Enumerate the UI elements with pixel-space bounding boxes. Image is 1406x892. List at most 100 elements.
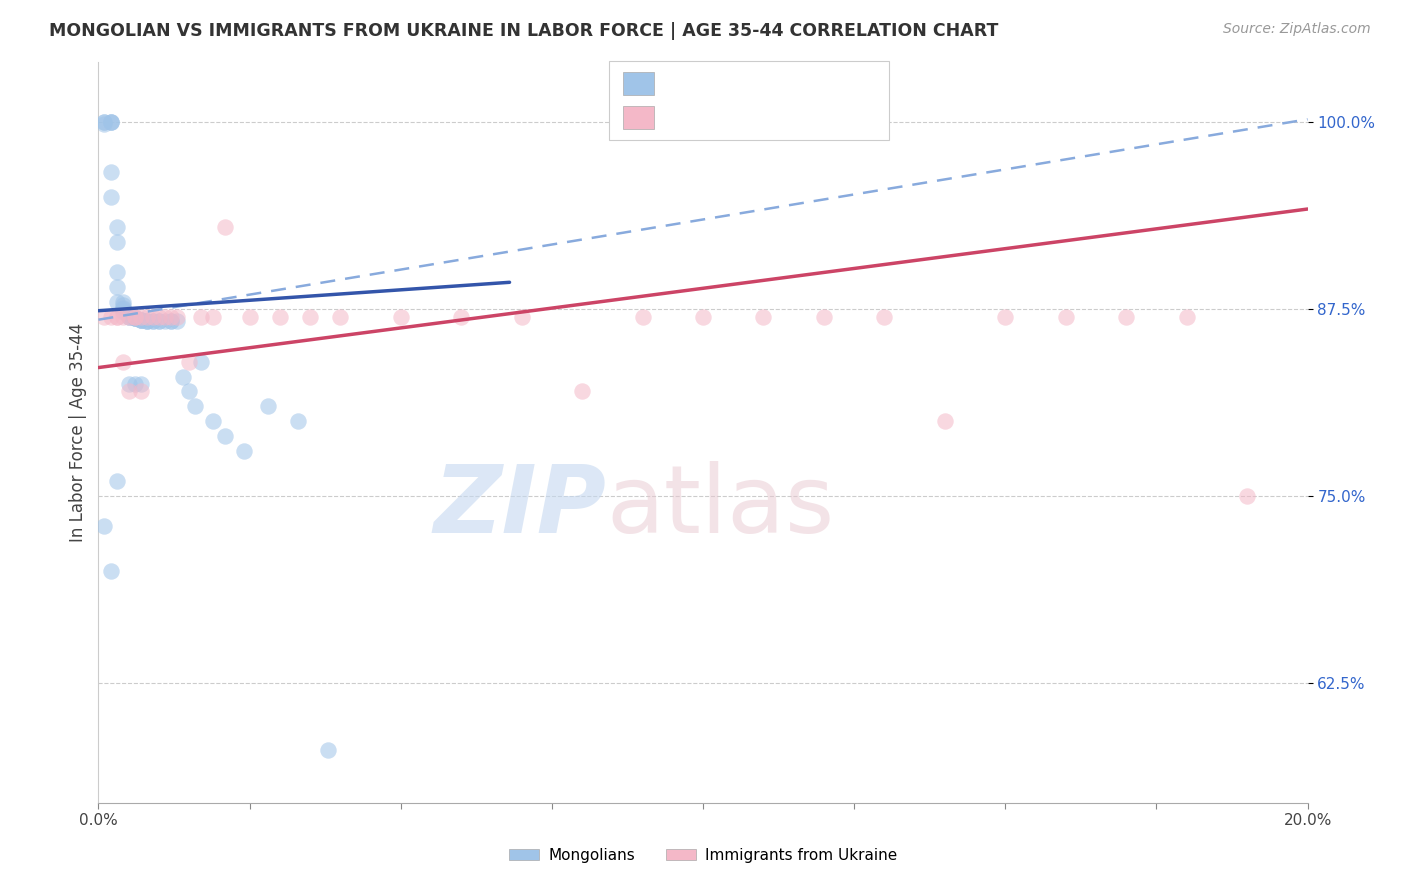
Point — [124, 310, 146, 324]
Point — [129, 312, 152, 326]
Point — [124, 310, 146, 324]
Point — [100, 564, 122, 578]
Point — [190, 354, 212, 368]
Point — [571, 384, 593, 399]
Point — [389, 310, 412, 324]
Point — [994, 310, 1017, 324]
Point — [93, 117, 115, 131]
Point — [813, 310, 835, 324]
Point — [129, 312, 152, 326]
Point — [148, 310, 170, 324]
Point — [105, 310, 128, 324]
Point — [105, 294, 128, 309]
Y-axis label: In Labor Force | Age 35-44: In Labor Force | Age 35-44 — [69, 323, 87, 542]
Point — [118, 308, 141, 322]
Point — [105, 474, 128, 488]
Point — [202, 310, 225, 324]
Point — [142, 314, 165, 328]
Point — [118, 307, 141, 321]
Point — [214, 219, 236, 234]
Point — [873, 310, 896, 324]
Point — [93, 310, 115, 324]
Text: ZIP: ZIP — [433, 460, 606, 553]
Text: MONGOLIAN VS IMMIGRANTS FROM UKRAINE IN LABOR FORCE | AGE 35-44 CORRELATION CHAR: MONGOLIAN VS IMMIGRANTS FROM UKRAINE IN … — [49, 22, 998, 40]
Point — [135, 314, 157, 328]
Point — [316, 743, 339, 757]
Point — [148, 314, 170, 328]
Point — [105, 265, 128, 279]
Point — [111, 294, 134, 309]
Point — [129, 310, 152, 324]
Point — [135, 314, 157, 328]
Point — [1236, 489, 1258, 503]
Point — [129, 377, 152, 392]
Point — [111, 301, 134, 315]
Point — [153, 310, 176, 324]
Point — [142, 310, 165, 324]
Point — [160, 314, 183, 328]
Point — [692, 310, 714, 324]
Point — [129, 312, 152, 326]
Point — [118, 308, 141, 322]
Point — [135, 310, 157, 324]
Point — [214, 429, 236, 443]
Point — [105, 280, 128, 294]
Point — [111, 310, 134, 324]
Point — [190, 310, 212, 324]
Point — [631, 310, 654, 324]
Text: R = 0.303   N = 41: R = 0.303 N = 41 — [659, 109, 830, 127]
Point — [329, 310, 352, 324]
Point — [100, 310, 122, 324]
Point — [100, 115, 122, 129]
Point — [124, 377, 146, 392]
Point — [153, 314, 176, 328]
Point — [129, 312, 152, 326]
Point — [124, 311, 146, 326]
Point — [118, 384, 141, 399]
Point — [100, 115, 122, 129]
Point — [124, 311, 146, 326]
Point — [105, 219, 128, 234]
Point — [111, 302, 134, 317]
Point — [179, 354, 201, 368]
Point — [111, 298, 134, 312]
Point — [118, 310, 141, 324]
Point — [752, 310, 775, 324]
Point — [269, 310, 291, 324]
Point — [1175, 310, 1198, 324]
Point — [135, 314, 157, 328]
Text: R = 0.094   N = 59: R = 0.094 N = 59 — [659, 73, 830, 91]
Point — [124, 311, 146, 326]
Point — [93, 115, 115, 129]
Point — [172, 369, 194, 384]
Point — [239, 310, 262, 324]
Point — [184, 400, 207, 414]
Point — [160, 314, 183, 328]
Point — [166, 314, 188, 328]
Point — [142, 314, 165, 328]
Point — [93, 115, 115, 129]
Point — [287, 414, 309, 428]
Point — [129, 384, 152, 399]
Point — [934, 414, 956, 428]
Point — [100, 190, 122, 204]
Point — [105, 235, 128, 249]
Point — [299, 310, 322, 324]
Point — [148, 314, 170, 328]
Legend: Mongolians, Immigrants from Ukraine: Mongolians, Immigrants from Ukraine — [502, 842, 904, 869]
Point — [111, 354, 134, 368]
Point — [118, 377, 141, 392]
Point — [166, 310, 188, 324]
Point — [510, 310, 533, 324]
Point — [179, 384, 201, 399]
Point — [100, 115, 122, 129]
Point — [124, 311, 146, 326]
Text: Source: ZipAtlas.com: Source: ZipAtlas.com — [1223, 22, 1371, 37]
Point — [202, 414, 225, 428]
Point — [160, 310, 183, 324]
Point — [111, 303, 134, 318]
Point — [100, 164, 122, 178]
Point — [1115, 310, 1137, 324]
Point — [111, 305, 134, 319]
Point — [256, 400, 278, 414]
